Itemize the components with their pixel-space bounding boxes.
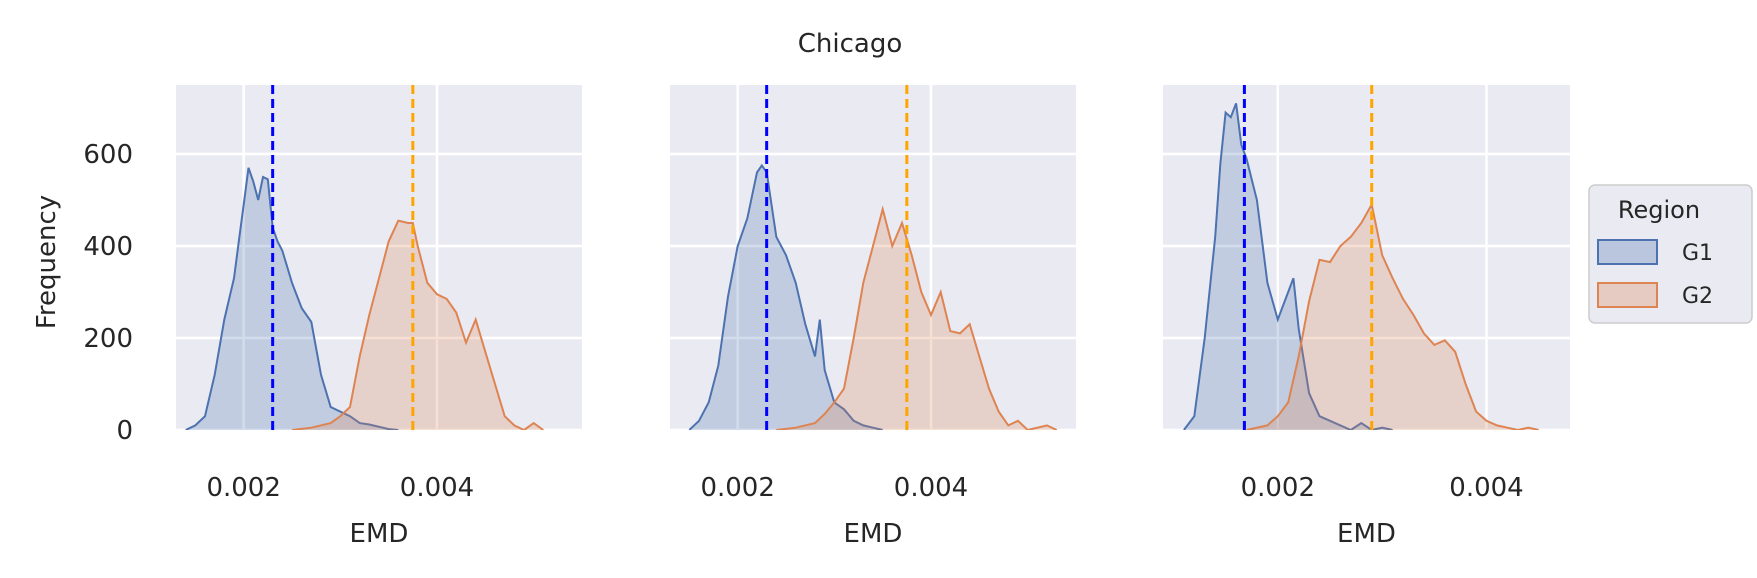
kde-area-g2 [776, 209, 1057, 430]
plot-area [1163, 85, 1570, 430]
kde-area-g1 [689, 165, 883, 430]
subplot-1: 0.002 0.004 0 200 400 600 EMD [83, 85, 582, 549]
kde-line-g2 [776, 205, 1058, 430]
x-axis-label: EMD [350, 519, 409, 549]
legend-box [1588, 184, 1753, 324]
x-tick-label: 0.002 [206, 473, 280, 503]
x-tick-label: 0.004 [1449, 473, 1523, 503]
y-tick-label: 200 [83, 324, 133, 354]
kde-area-g1 [185, 167, 399, 430]
legend-title: Region [1618, 196, 1700, 224]
kde-line-g2 [1246, 201, 1539, 430]
x-axis-label: EMD [844, 519, 903, 549]
subplot-2: 0.002 0.004 EMD [670, 85, 1076, 549]
y-axis-label: Frequency [32, 195, 62, 329]
x-tick-label: 0.004 [400, 473, 474, 503]
x-tick-label: 0.002 [1241, 473, 1315, 503]
x-axis-label: EMD [1337, 519, 1396, 549]
legend: Region G1 G2 [1588, 184, 1753, 324]
y-tick-label: 400 [83, 232, 133, 262]
kde-line-g2 [291, 219, 544, 430]
y-tick-label: 600 [83, 140, 133, 170]
figure-suptitle: Chicago [798, 29, 903, 59]
legend-swatch-g1 [1597, 239, 1658, 265]
subplot-3: 0.002 0.004 EMD [1163, 85, 1570, 549]
legend-label-g2: G2 [1682, 284, 1713, 309]
kde-line-g1 [688, 163, 883, 430]
kde-area-g2 [292, 220, 544, 430]
legend-label-g1: G1 [1682, 241, 1713, 266]
x-tick-label: 0.004 [894, 473, 968, 503]
x-tick-label: 0.002 [700, 473, 774, 503]
legend-swatch-g2 [1597, 282, 1658, 308]
kde-line-g1 [1183, 103, 1393, 430]
kde-area-g1 [1183, 103, 1393, 430]
y-tick-label: 0 [116, 416, 133, 446]
